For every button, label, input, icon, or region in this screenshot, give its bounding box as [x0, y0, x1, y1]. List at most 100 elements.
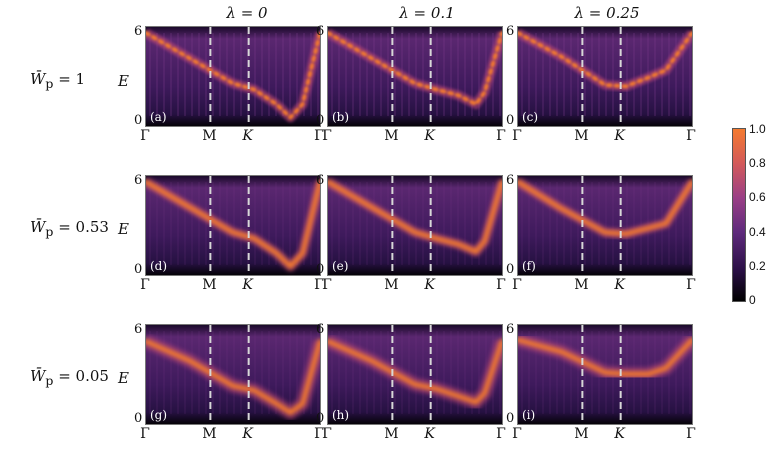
heatmap-panel: (g) [145, 324, 321, 425]
x-tick-label: K [614, 426, 625, 442]
x-tick-label: Γ [512, 128, 522, 144]
heatmap-background [328, 27, 502, 126]
colorbar-tick: 1.0 [749, 122, 766, 136]
x-tick-label: Γ [512, 426, 522, 442]
y-tick-label: 6 [316, 24, 325, 39]
panel-tag: (i) [522, 408, 536, 422]
y-tick-label: 6 [316, 173, 325, 188]
y-tick-label: 0 [506, 262, 515, 277]
row-label-wp-1: W̄p = 1 [30, 70, 85, 91]
x-tick-label: Γ [496, 277, 506, 293]
panel-tag: (g) [150, 408, 168, 422]
heatmap-panel: (h) [327, 324, 503, 425]
heatmap-svg [518, 27, 692, 126]
row-label-sub: p [45, 224, 54, 239]
y-tick-label: 6 [134, 322, 143, 337]
heatmap-panel: (d) [145, 175, 321, 276]
y-tick-label: 0 [506, 113, 515, 128]
y-axis-label: E [118, 72, 129, 90]
y-axis-label: E [118, 220, 129, 238]
y-tick-label: 0 [134, 113, 143, 128]
spectral-band [518, 179, 692, 237]
heatmap-svg [328, 27, 502, 126]
colorbar-tick: 0.6 [749, 190, 766, 204]
y-tick-label: 0 [134, 262, 143, 277]
y-axis-label: E [118, 369, 129, 387]
spectral-band [146, 338, 320, 416]
panel-tag: (f) [522, 259, 536, 273]
x-tick-label: Γ [314, 426, 324, 442]
panel-tag: (e) [332, 259, 349, 273]
x-tick-label: Γ [512, 277, 522, 293]
spectral-band [328, 338, 502, 405]
panel-tag: (h) [332, 408, 350, 422]
panel-tag: (c) [522, 110, 539, 124]
x-tick-label: Γ [322, 426, 332, 442]
heatmap-background [328, 176, 502, 275]
x-tick-label: M [574, 128, 589, 144]
y-tick-label: 0 [134, 411, 143, 426]
colorbar-tick: 0.2 [749, 259, 766, 273]
heatmap-svg [518, 325, 692, 424]
heatmap-panel: (f) [517, 175, 693, 276]
y-tick-label: 0 [506, 411, 515, 426]
y-tick-label: 6 [316, 322, 325, 337]
heatmap-svg [146, 27, 320, 126]
spectral-band [518, 337, 692, 377]
colorbar-tick: 0 [749, 293, 756, 307]
x-tick-label: M [384, 277, 399, 293]
y-tick-label: 6 [134, 173, 143, 188]
column-title-lambda-0.1: λ = 0.1 [399, 4, 455, 22]
y-tick-label: 6 [506, 322, 515, 337]
x-tick-label: Γ [322, 128, 332, 144]
heatmap-svg [146, 176, 320, 275]
x-tick-label: M [574, 277, 589, 293]
x-tick-label: Γ [140, 277, 150, 293]
x-tick-label: Γ [686, 277, 696, 293]
x-tick-label: K [424, 426, 435, 442]
x-tick-label: K [242, 128, 253, 144]
heatmap-svg [518, 176, 692, 275]
colorbar-tick: 0.4 [749, 225, 766, 239]
x-tick-label: Γ [140, 426, 150, 442]
spectral-band [146, 179, 320, 269]
x-tick-label: K [424, 128, 435, 144]
x-tick-label: M [384, 128, 399, 144]
x-tick-label: K [242, 277, 253, 293]
spectral-band [146, 31, 320, 120]
x-tick-label: M [202, 277, 217, 293]
heatmap-panel: (b) [327, 26, 503, 127]
heatmap-panel: (a) [145, 26, 321, 127]
panel-tag: (b) [332, 110, 350, 124]
x-tick-label: Γ [686, 426, 696, 442]
row-label-value: = 1 [53, 70, 86, 88]
row-label-symbol: W̄ [30, 70, 46, 88]
spectral-band [518, 31, 692, 89]
row-label-value: = 0.53 [53, 218, 109, 236]
x-tick-label: M [202, 426, 217, 442]
row-label-wp-0.05: W̄p = 0.05 [30, 367, 109, 388]
y-tick-label: 6 [506, 24, 515, 39]
x-tick-label: Γ [322, 277, 332, 293]
x-tick-label: Γ [314, 128, 324, 144]
row-label-symbol: W̄ [30, 367, 46, 385]
x-tick-label: M [202, 128, 217, 144]
heatmap-panel: (i) [517, 324, 693, 425]
spectral-band [328, 179, 502, 255]
heatmap-svg [328, 325, 502, 424]
x-tick-label: Γ [496, 128, 506, 144]
colorbar-tick: 0.8 [749, 156, 766, 170]
colorbar [732, 128, 746, 302]
row-label-wp-0.53: W̄p = 0.53 [30, 218, 109, 239]
x-tick-label: Γ [686, 128, 696, 144]
row-label-sub: p [45, 373, 54, 388]
column-title-lambda-0.25: λ = 0.25 [574, 4, 640, 22]
x-tick-label: Γ [314, 277, 324, 293]
column-title-lambda-0: λ = 0 [226, 4, 268, 22]
x-tick-label: M [574, 426, 589, 442]
x-tick-label: K [424, 277, 435, 293]
x-tick-label: M [384, 426, 399, 442]
panel-tag: (a) [150, 110, 167, 124]
x-tick-label: Γ [496, 426, 506, 442]
y-tick-label: 0 [316, 411, 325, 426]
